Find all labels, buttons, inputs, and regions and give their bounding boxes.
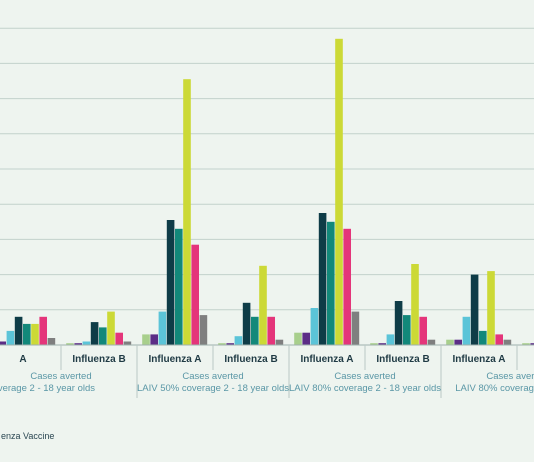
bar-1-3 — [90, 322, 99, 345]
bar-1-2 — [82, 341, 91, 345]
bar-0-3 — [14, 316, 23, 345]
bar-5-4 — [403, 315, 411, 345]
bar-6-2 — [462, 316, 471, 345]
bar-0-2 — [6, 330, 15, 345]
bar-0-1 — [0, 341, 6, 345]
bar-2-5 — [183, 79, 191, 345]
bar-5-0 — [370, 343, 378, 345]
x-axis — [0, 344, 534, 398]
category-label-4: Influenza A — [301, 354, 354, 365]
bar-5-5 — [411, 264, 419, 345]
bar-3-4 — [251, 316, 259, 345]
bar-1-4 — [99, 327, 107, 345]
group-label-line1-1: Cases averted — [182, 371, 243, 382]
bar-6-4 — [479, 330, 487, 345]
bar-4-5 — [335, 38, 343, 346]
bars — [0, 38, 534, 346]
gridlines — [0, 27, 534, 311]
bar-3-3 — [242, 302, 251, 345]
bar-5-2 — [386, 334, 395, 345]
group-label-line2-2: LAIV 80% coverage 2 - 18 year olds — [289, 383, 441, 394]
category-labels: A Influenza B Influenza A Influenza B Influe… — [19, 354, 534, 365]
bar-7-0 — [522, 343, 530, 345]
bar-1-0 — [66, 343, 74, 345]
category-label-3: Influenza B — [224, 354, 277, 365]
bar-1-1 — [74, 343, 82, 345]
bar-2-7 — [199, 315, 208, 345]
bar-1-6 — [115, 332, 123, 345]
bar-6-6 — [495, 334, 503, 345]
bar-4-1 — [302, 332, 310, 345]
bar-6-7 — [503, 339, 512, 345]
bar-0-4 — [23, 323, 31, 345]
bar-3-5 — [259, 265, 267, 345]
bar-7-1 — [530, 343, 534, 345]
bar-5-6 — [419, 316, 427, 345]
bar-1-7 — [123, 341, 132, 345]
bar-4-6 — [343, 228, 351, 345]
bar-2-6 — [191, 244, 199, 345]
category-label-1: Influenza B — [72, 354, 125, 365]
group-label-line2-0: overage 2 - 18 year olds — [0, 383, 95, 394]
bar-3-7 — [275, 339, 284, 345]
category-label-0: A — [19, 354, 26, 365]
bar-0-7 — [47, 338, 56, 345]
footnote: enza Vaccine — [1, 431, 54, 441]
group-label-line1-2: Cases averted — [334, 371, 395, 382]
category-label-2: Influenza A — [149, 354, 202, 365]
bar-4-4 — [327, 221, 335, 345]
bar-6-3 — [470, 274, 479, 345]
bar-5-1 — [378, 343, 386, 345]
category-label-5: Influenza B — [376, 354, 429, 365]
group-label-line1-0: Cases averted — [30, 371, 91, 382]
bar-2-4 — [175, 228, 183, 345]
bar-4-2 — [310, 308, 319, 345]
bar-6-1 — [454, 339, 462, 345]
group-label-line1-3: Cases averted — [486, 371, 534, 382]
bar-6-0 — [446, 339, 454, 345]
bar-2-2 — [158, 311, 167, 345]
group-label-line2-1: LAIV 50% coverage 2 - 18 year olds — [137, 383, 289, 394]
bar-3-6 — [267, 316, 275, 345]
bar-5-3 — [394, 301, 403, 345]
bar-0-6 — [39, 316, 47, 345]
bar-2-3 — [166, 220, 175, 345]
bar-2-1 — [150, 334, 158, 345]
bar-4-7 — [351, 311, 360, 345]
group-label-line2-3: LAIV 80% coverage 2 - 4 yea — [455, 383, 534, 394]
bar-3-2 — [234, 336, 243, 345]
bar-1-5 — [107, 311, 115, 345]
bar-0-5 — [31, 323, 39, 345]
bar-2-0 — [142, 334, 150, 345]
bar-3-1 — [226, 343, 234, 345]
bar-4-0 — [294, 332, 302, 345]
bar-5-7 — [427, 339, 436, 345]
bar-3-0 — [218, 343, 226, 345]
bar-4-3 — [318, 213, 327, 345]
bar-6-5 — [487, 271, 495, 345]
category-label-6: Influenza A — [453, 354, 506, 365]
